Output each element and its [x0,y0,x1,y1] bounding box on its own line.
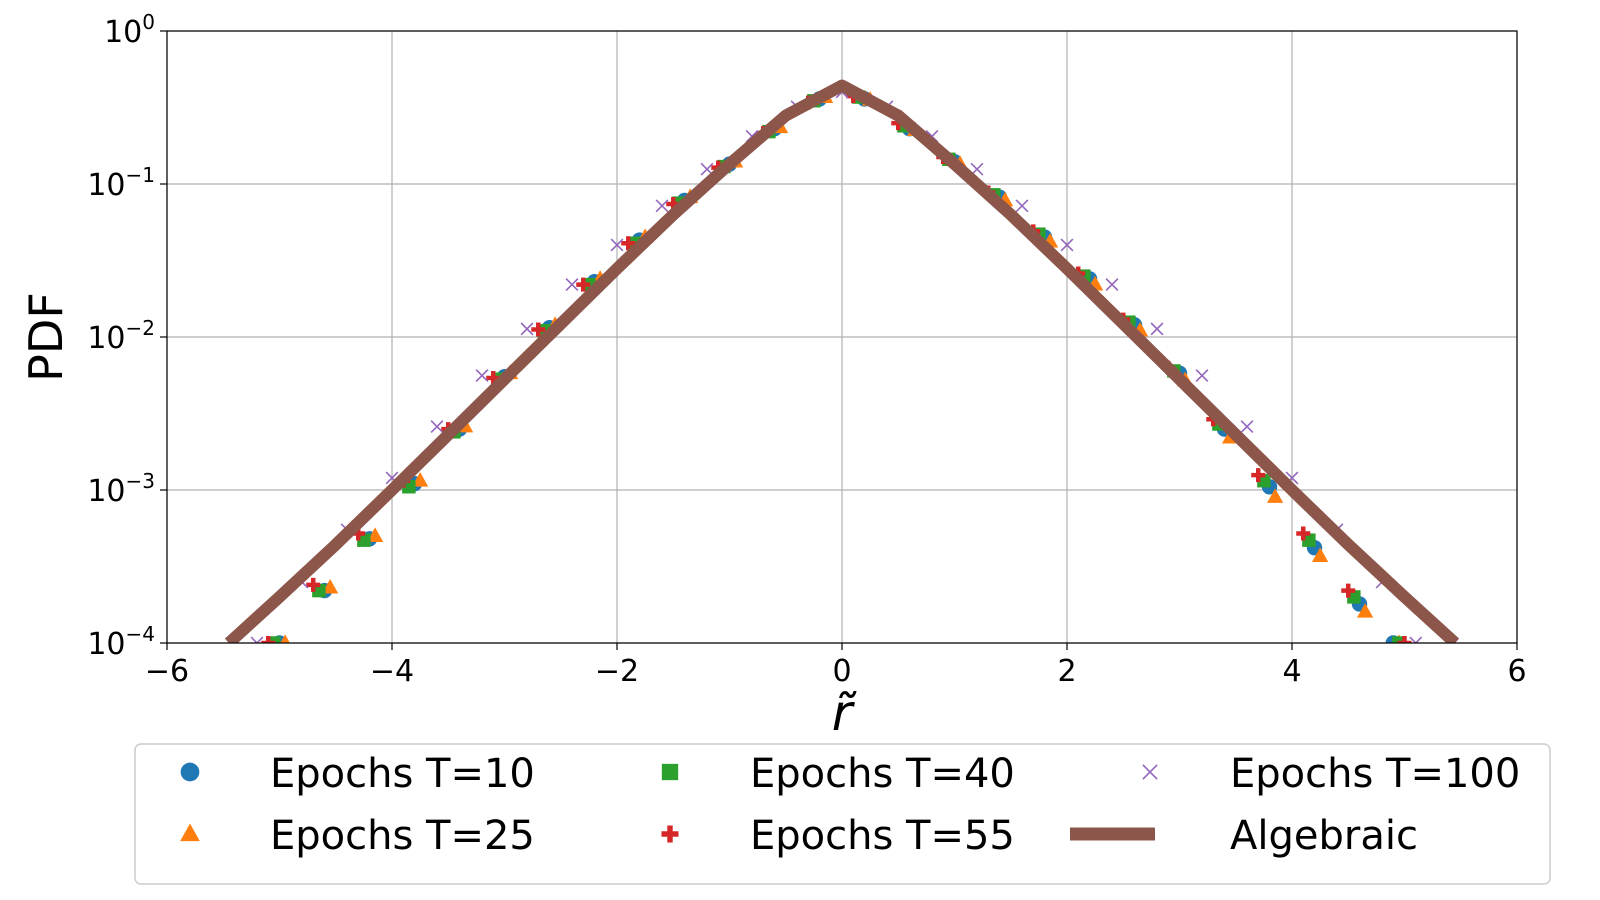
data-point [1195,369,1209,382]
y-tick-exponent: −1 [126,163,155,187]
data-point [430,420,444,433]
data-point [280,634,290,643]
y-tick-exponent: −4 [126,622,155,646]
y-tick-base: 10 [87,474,125,509]
data-point [520,322,534,336]
legend-item: Epochs T=40 [661,751,1015,797]
legend-label: Epochs T=55 [750,813,1015,859]
y-tick-exponent: −3 [126,469,155,493]
data-point [475,369,489,382]
legend-item: Epochs T=10 [180,751,535,797]
legend-item: Algebraic [1070,813,1418,859]
data-point [1105,278,1119,292]
data-point [1392,636,1406,643]
legend-label: Epochs T=100 [1230,751,1520,797]
legend-swatch [180,762,200,782]
x-tick-label: 6 [1507,654,1526,689]
data-point [1296,526,1311,541]
x-tick-label: −2 [595,654,639,689]
x-tick-label: −4 [370,654,414,689]
y-axis-label: PDF [19,292,73,382]
x-axis-ticks: −6 −4 −2 0 2 4 6 [145,643,1527,689]
data-point [1060,238,1074,252]
y-tick-label: 10−2 [87,316,155,356]
data-point [367,527,384,542]
legend-swatch [661,763,679,781]
data-point [1251,468,1266,483]
y-tick-exponent: −2 [126,316,155,340]
data-point [250,636,264,643]
data-point [655,199,669,213]
series-line-algebraic [224,79,1460,643]
data-point [1341,583,1356,598]
legend-label: Epochs T=25 [270,813,535,859]
y-tick-base: 10 [87,321,125,356]
data-point [1302,533,1316,547]
legend-item: Epochs T=55 [661,813,1015,859]
data-point [1357,603,1374,618]
data-point [565,278,579,292]
data-point [322,578,339,594]
legend: Epochs T=10 Epochs T=25 Epochs T=40 Epochs … [134,743,1551,885]
data-point [1347,590,1361,604]
legend-item: Epochs T=100 [1142,751,1520,797]
data-point [267,636,281,643]
y-tick-label: 10−4 [87,622,155,662]
x-tick-label: 4 [1282,654,1301,689]
legend-swatch [180,823,200,842]
data-point [1409,636,1423,643]
y-tick-base: 10 [87,168,125,203]
data-point [357,533,371,547]
series-5 [224,79,1460,643]
y-tick-base: 10 [87,627,125,662]
legend-item: Epochs T=25 [180,813,535,859]
x-tick-label: −6 [145,654,189,689]
legend-swatch [1142,764,1158,780]
data-point [531,322,546,337]
data-point [312,583,326,598]
data-point [1267,488,1284,503]
y-tick-label: 10−1 [87,163,155,203]
data-point [1150,322,1164,336]
x-tick-label: 2 [1057,654,1076,689]
y-tick-base: 10 [104,15,142,50]
data-point [610,238,624,252]
data-point [1240,420,1254,433]
data-point [1397,636,1412,643]
data-point [412,472,429,487]
y-tick-exponent: 0 [142,10,155,34]
legend-label: Epochs T=10 [270,751,535,797]
legend-box [134,743,1551,885]
data-point [306,577,321,592]
legend-swatch [661,825,679,843]
data-point [1312,547,1329,562]
data-point [261,636,276,643]
data-point [621,236,636,251]
y-tick-label: 100 [104,10,155,50]
legend-label: Epochs T=40 [750,751,1015,797]
plot-series [224,79,1460,643]
data-point [576,277,591,292]
y-tick-label: 10−3 [87,469,155,509]
x-tick-label: 0 [832,654,851,689]
data-point [1015,199,1029,213]
legend-label: Algebraic [1230,813,1418,859]
